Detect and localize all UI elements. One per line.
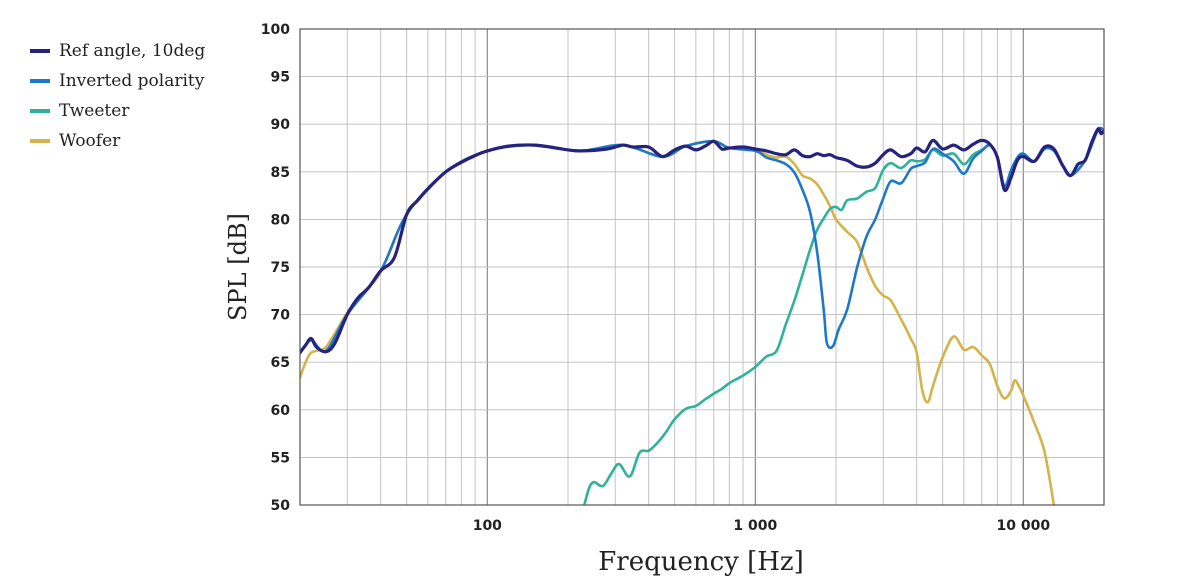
x-tick-label: 100 [473, 518, 502, 534]
series-line-woofer [300, 139, 1056, 505]
legend-swatch [30, 79, 50, 83]
y-tick-label: 60 [271, 403, 291, 419]
y-tick-label: 70 [271, 308, 291, 324]
legend-swatch [30, 49, 50, 53]
legend-label: Woofer [59, 131, 121, 151]
series-line-tweeter [583, 142, 992, 505]
y-tick-label: 100 [261, 22, 290, 38]
legend-item-inverted-polarity: Inverted polarity [30, 66, 205, 96]
legend-item-woofer: Woofer [30, 126, 205, 156]
plot-axes: 50 55 60 65 70 75 80 85 90 95 100 100 1 000 10 000 [261, 22, 1105, 534]
y-tick-label: 85 [271, 165, 290, 181]
y-tick-label: 80 [271, 212, 291, 228]
y-tick-label: 50 [271, 498, 291, 514]
legend-item-ref-angle: Ref angle, 10deg [30, 36, 205, 66]
y-tick-label: 95 [271, 70, 290, 86]
x-tick-label: 10 000 [997, 518, 1051, 534]
series-line-inverted-polarity [300, 126, 1104, 354]
legend-item-tweeter: Tweeter [30, 96, 205, 126]
plot-lines [300, 126, 1104, 505]
plot-frame [299, 28, 1105, 506]
legend-label: Ref angle, 10deg [59, 41, 206, 61]
series-line-ref-angle [300, 127, 1104, 355]
legend-swatch [30, 109, 50, 113]
legend-swatch [30, 139, 50, 143]
y-tick-label: 75 [271, 260, 290, 276]
y-axis-label: SPL [dB] [224, 213, 252, 321]
x-tick-label: 1 000 [733, 518, 777, 534]
legend-label: Inverted polarity [59, 71, 205, 91]
y-tick-label: 90 [271, 117, 291, 133]
legend: Ref angle, 10deg Inverted polarity Tweet… [30, 36, 205, 156]
y-tick-label: 65 [271, 355, 290, 371]
y-tick-label: 55 [271, 450, 290, 466]
plot-grid [300, 28, 1104, 506]
x-axis-label: Frequency [Hz] [598, 547, 804, 577]
legend-label: Tweeter [59, 101, 130, 121]
